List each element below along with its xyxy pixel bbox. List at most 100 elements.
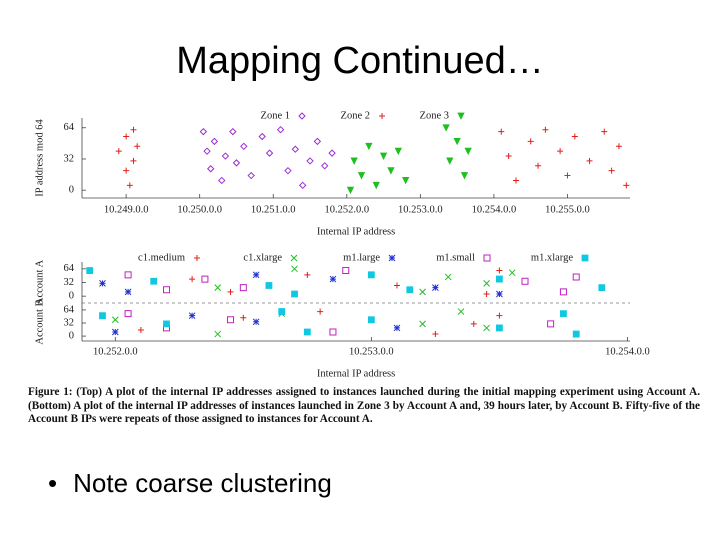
point (115, 148, 122, 155)
point (313, 137, 322, 146)
point (291, 145, 300, 153)
point (258, 132, 266, 141)
point (505, 153, 512, 160)
point (317, 308, 324, 315)
point (210, 137, 219, 146)
legend-marker (388, 254, 396, 262)
point (483, 280, 490, 287)
point (123, 167, 130, 174)
point (163, 320, 170, 328)
point (442, 124, 450, 132)
legend-marker (194, 255, 200, 261)
legend-marker (483, 254, 491, 262)
point (572, 273, 580, 281)
point (394, 147, 402, 156)
point (252, 318, 260, 326)
bullet-text: Note coarse clustering (73, 468, 332, 498)
point (608, 167, 615, 174)
point (483, 324, 490, 332)
point (199, 127, 208, 136)
point (329, 275, 337, 283)
point (239, 284, 247, 292)
point (207, 165, 215, 173)
point (252, 271, 260, 279)
point (393, 282, 400, 289)
point (535, 162, 542, 169)
point (240, 314, 247, 321)
legend-marker (457, 112, 465, 120)
point (379, 152, 388, 160)
point (559, 288, 567, 296)
x-tick-label: 10.253.0.0 (398, 204, 443, 215)
point (247, 171, 255, 180)
point (496, 267, 503, 274)
x-tick-label: 10.254.0.0 (472, 204, 517, 215)
point (189, 276, 196, 283)
y-tick-label: 64 (64, 263, 75, 274)
x-tick-label: 10.251.0.0 (251, 204, 296, 215)
point (203, 147, 211, 155)
point (130, 157, 137, 164)
point (124, 271, 132, 279)
point (508, 269, 516, 277)
point (357, 172, 366, 180)
point (163, 286, 171, 294)
point (123, 133, 130, 140)
point (134, 143, 141, 150)
point (328, 149, 336, 157)
y-tick-label: 0 (69, 291, 74, 302)
legend-marker (290, 254, 298, 262)
y-axis-label: Account B (34, 299, 45, 344)
x-axis-label: Internal IP address (317, 226, 395, 237)
point (188, 312, 196, 320)
point (527, 138, 534, 145)
point (615, 143, 622, 150)
point (278, 308, 286, 315)
point (542, 126, 549, 133)
point (365, 142, 373, 151)
caption-label: Figure 1: (28, 386, 73, 398)
point (265, 149, 274, 157)
point (572, 330, 580, 338)
point (470, 320, 477, 327)
point (124, 310, 132, 318)
point (111, 328, 119, 336)
point (124, 288, 132, 296)
legend-label: Zone 3 (420, 110, 449, 121)
bullet-dot: • (48, 468, 58, 498)
point (367, 316, 375, 324)
point (86, 267, 94, 274)
legend-label: Zone 1 (261, 110, 290, 121)
legend-marker (379, 113, 385, 119)
point (446, 157, 454, 165)
legend-label: c1.xlarge (243, 252, 282, 263)
point (557, 148, 564, 155)
point (99, 312, 106, 320)
point (346, 186, 355, 195)
legend-label: m1.small (436, 252, 475, 263)
point (276, 125, 285, 134)
point (564, 172, 571, 179)
bullet: • Note coarse clustering (48, 468, 332, 499)
point (460, 172, 469, 180)
point (402, 177, 410, 185)
point (306, 157, 314, 165)
point (229, 127, 237, 136)
y-tick-label: 32 (64, 153, 75, 164)
y-axis-label: Account A (34, 259, 45, 305)
x-tick-label: 10.255.0.0 (545, 204, 590, 215)
point (214, 284, 222, 291)
legend-label: m1.xlarge (531, 252, 573, 263)
point (329, 328, 337, 336)
point (601, 128, 608, 135)
point (304, 271, 311, 278)
x-tick-label: 10.252.0.0 (324, 204, 369, 215)
point (560, 310, 567, 318)
point (521, 277, 529, 285)
point (623, 182, 630, 189)
point (598, 284, 606, 292)
point (432, 284, 439, 291)
point (150, 277, 158, 285)
